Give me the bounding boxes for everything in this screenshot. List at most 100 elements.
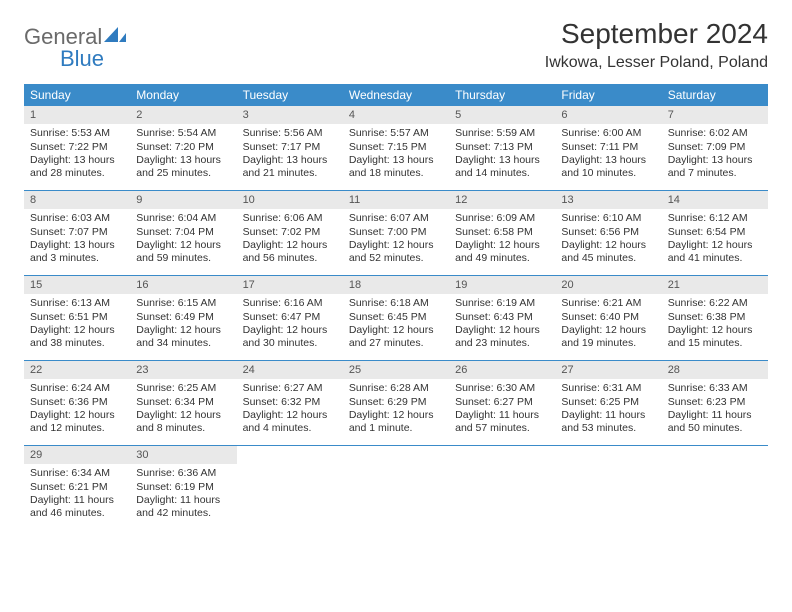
logo-text-blue: Blue [60, 46, 104, 71]
day-details: Sunrise: 6:34 AMSunset: 6:21 PMDaylight:… [24, 464, 130, 527]
day-number: 25 [343, 361, 449, 379]
day-cell: 2Sunrise: 5:54 AMSunset: 7:20 PMDaylight… [130, 106, 236, 190]
daylight-text: Daylight: 13 hours [455, 154, 549, 167]
day-cell: 3Sunrise: 5:56 AMSunset: 7:17 PMDaylight… [237, 106, 343, 190]
day-number: 14 [662, 191, 768, 209]
day-cell: 5Sunrise: 5:59 AMSunset: 7:13 PMDaylight… [449, 106, 555, 190]
day-number: 15 [24, 276, 130, 294]
daylight-text: and 53 minutes. [561, 422, 655, 435]
day-number: 6 [555, 106, 661, 124]
day-number: 24 [237, 361, 343, 379]
day-details: Sunrise: 6:10 AMSunset: 6:56 PMDaylight:… [555, 209, 661, 272]
daylight-text: and 1 minute. [349, 422, 443, 435]
daylight-text: Daylight: 11 hours [30, 494, 124, 507]
sunset-text: Sunset: 6:58 PM [455, 226, 549, 239]
day-cell [343, 446, 449, 530]
sunset-text: Sunset: 7:17 PM [243, 141, 337, 154]
daylight-text: Daylight: 12 hours [561, 239, 655, 252]
daylight-text: Daylight: 13 hours [30, 154, 124, 167]
daylight-text: and 57 minutes. [455, 422, 549, 435]
sunset-text: Sunset: 7:09 PM [668, 141, 762, 154]
sunrise-text: Sunrise: 6:21 AM [561, 297, 655, 310]
day-details: Sunrise: 6:30 AMSunset: 6:27 PMDaylight:… [449, 379, 555, 442]
daylight-text: Daylight: 13 hours [136, 154, 230, 167]
sunset-text: Sunset: 6:56 PM [561, 226, 655, 239]
day-cell: 10Sunrise: 6:06 AMSunset: 7:02 PMDayligh… [237, 191, 343, 275]
header: General Blue September 2024 Iwkowa, Less… [24, 18, 768, 72]
sunrise-text: Sunrise: 6:36 AM [136, 467, 230, 480]
daylight-text: and 23 minutes. [455, 337, 549, 350]
day-details: Sunrise: 6:15 AMSunset: 6:49 PMDaylight:… [130, 294, 236, 357]
day-cell: 13Sunrise: 6:10 AMSunset: 6:56 PMDayligh… [555, 191, 661, 275]
sunset-text: Sunset: 7:13 PM [455, 141, 549, 154]
day-cell [449, 446, 555, 530]
daylight-text: Daylight: 12 hours [136, 409, 230, 422]
sunrise-text: Sunrise: 6:24 AM [30, 382, 124, 395]
daylight-text: Daylight: 11 hours [561, 409, 655, 422]
day-number: 10 [237, 191, 343, 209]
day-number: 8 [24, 191, 130, 209]
day-number: 23 [130, 361, 236, 379]
day-number: 17 [237, 276, 343, 294]
sunset-text: Sunset: 7:04 PM [136, 226, 230, 239]
daylight-text: Daylight: 12 hours [243, 409, 337, 422]
day-details: Sunrise: 6:27 AMSunset: 6:32 PMDaylight:… [237, 379, 343, 442]
day-details: Sunrise: 6:02 AMSunset: 7:09 PMDaylight:… [662, 124, 768, 187]
daylight-text: and 19 minutes. [561, 337, 655, 350]
day-details: Sunrise: 6:12 AMSunset: 6:54 PMDaylight:… [662, 209, 768, 272]
daylight-text: and 41 minutes. [668, 252, 762, 265]
day-number: 12 [449, 191, 555, 209]
day-number: 3 [237, 106, 343, 124]
day-details: Sunrise: 6:25 AMSunset: 6:34 PMDaylight:… [130, 379, 236, 442]
day-cell: 22Sunrise: 6:24 AMSunset: 6:36 PMDayligh… [24, 361, 130, 445]
daylight-text: Daylight: 11 hours [136, 494, 230, 507]
sunset-text: Sunset: 6:51 PM [30, 311, 124, 324]
daylight-text: Daylight: 12 hours [668, 239, 762, 252]
day-cell: 24Sunrise: 6:27 AMSunset: 6:32 PMDayligh… [237, 361, 343, 445]
day-number: 2 [130, 106, 236, 124]
daylight-text: Daylight: 12 hours [668, 324, 762, 337]
daylight-text: Daylight: 13 hours [30, 239, 124, 252]
weekday-header: Sunday [24, 84, 130, 106]
sunrise-text: Sunrise: 6:03 AM [30, 212, 124, 225]
day-cell: 21Sunrise: 6:22 AMSunset: 6:38 PMDayligh… [662, 276, 768, 360]
sunset-text: Sunset: 6:25 PM [561, 396, 655, 409]
daylight-text: and 4 minutes. [243, 422, 337, 435]
daylight-text: and 7 minutes. [668, 167, 762, 180]
day-details: Sunrise: 5:56 AMSunset: 7:17 PMDaylight:… [237, 124, 343, 187]
day-number: 30 [130, 446, 236, 464]
daylight-text: and 45 minutes. [561, 252, 655, 265]
day-details: Sunrise: 5:54 AMSunset: 7:20 PMDaylight:… [130, 124, 236, 187]
sunrise-text: Sunrise: 6:30 AM [455, 382, 549, 395]
daylight-text: and 8 minutes. [136, 422, 230, 435]
sunset-text: Sunset: 6:21 PM [30, 481, 124, 494]
daylight-text: and 27 minutes. [349, 337, 443, 350]
daylight-text: and 46 minutes. [30, 507, 124, 520]
day-details: Sunrise: 6:07 AMSunset: 7:00 PMDaylight:… [343, 209, 449, 272]
weekday-header: Monday [130, 84, 236, 106]
sunrise-text: Sunrise: 6:12 AM [668, 212, 762, 225]
day-number: 27 [555, 361, 661, 379]
daylight-text: and 49 minutes. [455, 252, 549, 265]
day-details: Sunrise: 6:18 AMSunset: 6:45 PMDaylight:… [343, 294, 449, 357]
daylight-text: Daylight: 11 hours [455, 409, 549, 422]
logo: General Blue [24, 18, 126, 72]
day-details: Sunrise: 6:04 AMSunset: 7:04 PMDaylight:… [130, 209, 236, 272]
daylight-text: Daylight: 12 hours [30, 324, 124, 337]
sunrise-text: Sunrise: 6:07 AM [349, 212, 443, 225]
day-number: 13 [555, 191, 661, 209]
sunrise-text: Sunrise: 6:33 AM [668, 382, 762, 395]
day-cell: 29Sunrise: 6:34 AMSunset: 6:21 PMDayligh… [24, 446, 130, 530]
week-row: 22Sunrise: 6:24 AMSunset: 6:36 PMDayligh… [24, 361, 768, 446]
daylight-text: Daylight: 13 hours [349, 154, 443, 167]
sunrise-text: Sunrise: 6:27 AM [243, 382, 337, 395]
sunset-text: Sunset: 6:23 PM [668, 396, 762, 409]
day-cell: 9Sunrise: 6:04 AMSunset: 7:04 PMDaylight… [130, 191, 236, 275]
weekday-header: Thursday [449, 84, 555, 106]
day-cell: 30Sunrise: 6:36 AMSunset: 6:19 PMDayligh… [130, 446, 236, 530]
day-number: 28 [662, 361, 768, 379]
day-details: Sunrise: 5:59 AMSunset: 7:13 PMDaylight:… [449, 124, 555, 187]
daylight-text: and 52 minutes. [349, 252, 443, 265]
weekday-header: Friday [555, 84, 661, 106]
week-row: 8Sunrise: 6:03 AMSunset: 7:07 PMDaylight… [24, 191, 768, 276]
